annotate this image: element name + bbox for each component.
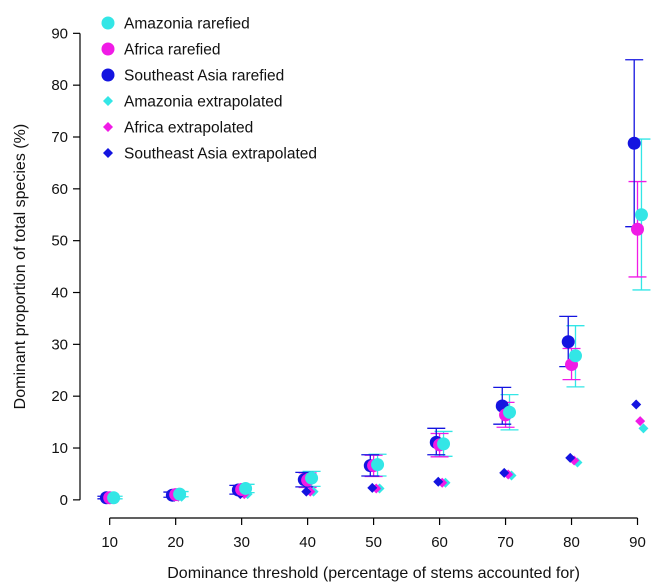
rarefied-point [503,405,517,419]
y-tick-label: 0 [60,492,68,509]
extrapolated-point [565,452,576,463]
legend-label: Amazonia rarefied [124,16,250,33]
y-tick-label: 90 [51,25,68,42]
legend-item: Amazonia extrapolated [103,94,283,111]
rarefied-point [561,335,575,349]
y-tick-label: 10 [51,440,68,457]
legend: Amazonia rarefied Africa rarefied Southeas… [101,16,317,163]
rarefied-point [634,208,648,222]
y-tick-label: 60 [51,181,68,198]
legend-item: Amazonia rarefied [101,16,250,33]
y-tick-label: 50 [51,233,68,250]
legend-item: Southeast Asia rarefied [101,68,284,85]
rarefied-point [631,222,645,236]
extrapolated-point [635,416,646,427]
x-tick-label: 20 [167,534,184,551]
rarefied-point [437,437,451,451]
rarefied-point [305,471,319,485]
x-tick-label: 10 [101,534,118,551]
legend-label: Southeast Asia extrapolated [124,146,317,163]
legend-circle-marker [101,68,115,82]
x-tick-label: 70 [497,534,514,551]
rarefied-point [568,349,582,363]
extrapolated-point [433,476,444,487]
rarefied-point [173,487,187,501]
legend-item: Southeast Asia extrapolated [103,146,317,163]
legend-label: Amazonia extrapolated [124,94,283,111]
axis-ticks: 10 20 30 40 50 60 70 80 90 0 10 20 30 40 50 60 70 80 90 [51,25,646,551]
extrapolated-point [367,482,378,493]
extrapolated-point [301,486,312,497]
rarefied-point [627,136,641,150]
extrapolated-point [631,399,642,410]
legend-item: Africa extrapolated [103,120,253,137]
x-tick-label: 30 [233,534,250,551]
x-tick-label: 80 [563,534,580,551]
x-tick-label: 90 [629,534,646,551]
y-tick-label: 30 [51,336,68,353]
rarefied-point [239,481,253,495]
legend-circle-marker [101,42,115,56]
rarefied-point [371,458,385,472]
legend-diamond-marker [103,96,113,106]
legend-item: Africa rarefied [101,42,220,59]
y-tick-label: 80 [51,77,68,94]
y-tick-label: 20 [51,388,68,405]
x-axis-title: Dominance threshold (percentage of stems… [167,565,580,582]
legend-label: Southeast Asia rarefied [124,68,284,85]
rarefied-point [107,491,121,505]
extrapolated-point [638,423,649,434]
x-tick-label: 60 [431,534,448,551]
legend-circle-marker [101,16,115,30]
legend-diamond-marker [103,122,113,132]
extrapolated-point [499,467,510,478]
y-axis-title: Dominant proportion of total species (%) [12,124,29,409]
y-tick-label: 40 [51,285,68,302]
legend-label: Africa rarefied [124,42,220,59]
data-points [99,136,649,505]
legend-label: Africa extrapolated [124,120,253,137]
legend-diamond-marker [103,148,113,158]
y-tick-label: 70 [51,129,68,146]
x-tick-label: 40 [299,534,316,551]
x-tick-label: 50 [365,534,382,551]
